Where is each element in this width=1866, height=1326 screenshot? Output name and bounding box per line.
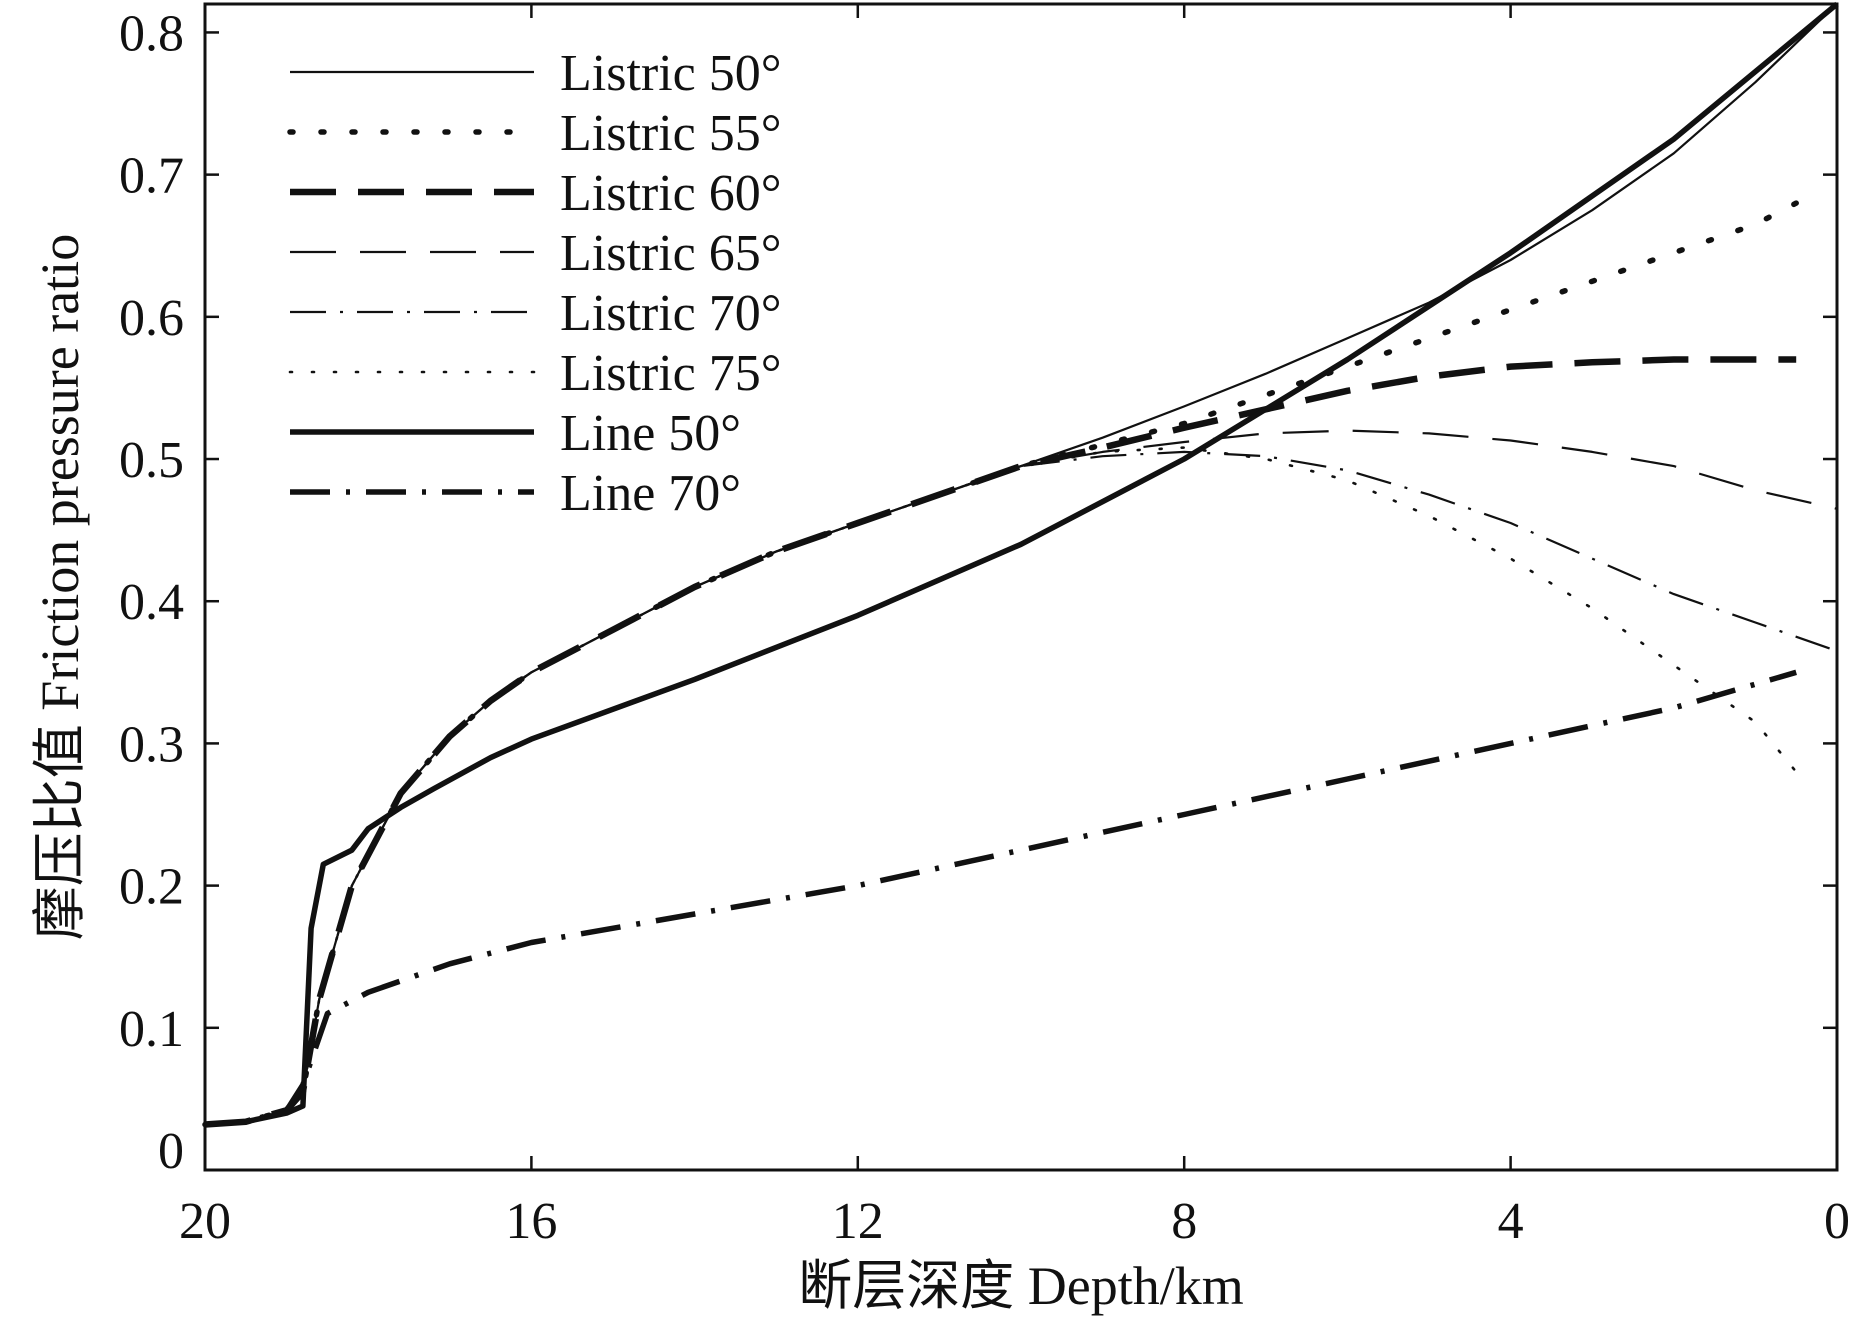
x-tick-label: 4: [1498, 1193, 1524, 1250]
y-tick-label: 0: [158, 1123, 184, 1180]
y-tick-label: 0.3: [119, 716, 184, 773]
legend-label: Listric 60°: [560, 165, 782, 222]
y-tick-label: 0.4: [119, 574, 184, 631]
legend-label: Line 70°: [560, 465, 741, 522]
series-line-5: [204, 450, 1838, 1126]
series-line-1: [204, 3, 1838, 1126]
x-tick-label: 16: [505, 1193, 557, 1250]
y-tick-label: 0.5: [119, 432, 184, 489]
series-line-8: [204, 669, 1797, 1128]
x-tick-label: 12: [832, 1193, 884, 1250]
series-line-7: [204, 1, 1839, 1128]
legend: Listric 50°Listric 55°Listric 60°Listric…: [287, 45, 782, 522]
y-tick-label: 0.8: [119, 5, 184, 62]
y-axis-title: 摩压比值 Friction pressure ratio: [30, 234, 90, 940]
series-line-2: [202, 200, 1799, 1128]
x-axis-title: 断层深度 Depth/km: [798, 1256, 1243, 1316]
x-axis-ticks: 20 16 12 8 4 0: [179, 4, 1850, 1250]
y-tick-label: 0.6: [119, 290, 184, 347]
legend-label: Listric 70°: [560, 285, 782, 342]
legend-label: Listric 75°: [560, 345, 782, 402]
x-tick-label: 8: [1171, 1193, 1197, 1250]
y-tick-label: 0.1: [119, 1001, 184, 1058]
legend-label: Listric 65°: [560, 225, 782, 282]
y-axis-ticks: 0 0.1 0.2 0.3 0.4 0.5 0.6 0.7 0.8: [119, 5, 1837, 1180]
y-tick-label: 0.2: [119, 859, 184, 916]
legend-label: Listric 50°: [560, 45, 782, 102]
x-tick-label: 20: [179, 1193, 231, 1250]
series-line-6: [203, 446, 1798, 1126]
legend-label: Listric 55°: [560, 105, 782, 162]
series-layer: [202, 1, 1839, 1128]
y-tick-label: 0.7: [119, 148, 184, 205]
legend-label: Line 50°: [560, 405, 741, 462]
x-tick-label: 0: [1824, 1193, 1850, 1250]
plot-area-frame: [203, 2, 1839, 1172]
